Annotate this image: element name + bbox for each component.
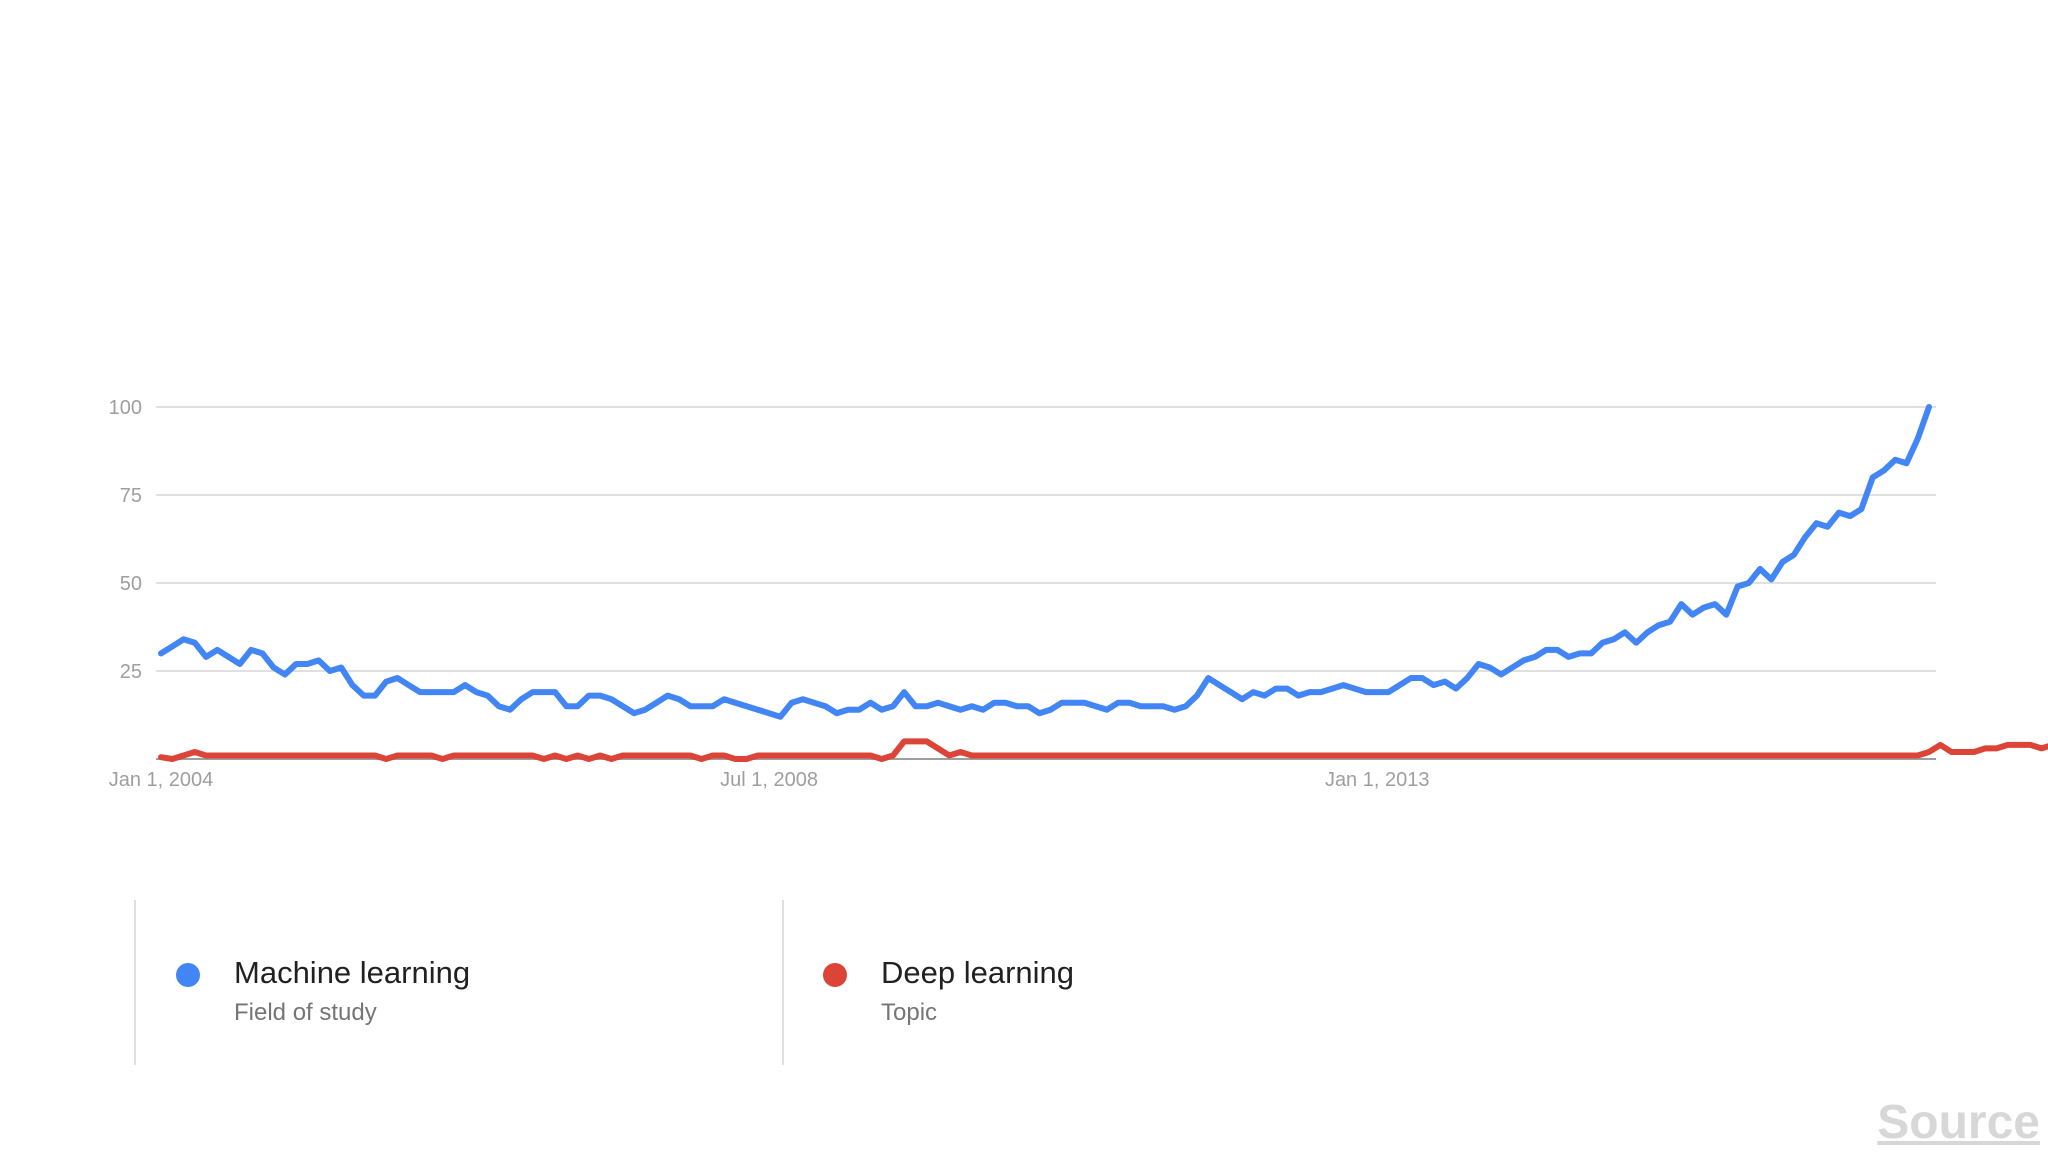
x-tick-label: Jul 1, 2008 [720, 769, 818, 791]
legend-series-name: Deep learning [881, 955, 1075, 990]
legend-dot-deep-learning [823, 963, 847, 987]
legend-series-name: Machine learning [234, 955, 471, 990]
x-tick-label: Jan 1, 2013 [1325, 769, 1430, 791]
series-line-machine-learning [158, 404, 1932, 720]
legend-series-subtitle: Topic [881, 999, 938, 1026]
legend-divider [782, 900, 784, 1065]
source-link[interactable]: Source [1877, 1096, 2040, 1149]
legend-series-subtitle: Field of study [234, 999, 377, 1026]
y-tick-label: 25 [120, 661, 142, 683]
y-tick-label: 50 [120, 573, 142, 595]
y-tick-label: 75 [120, 485, 142, 507]
legend-dot-machine-learning [176, 963, 200, 987]
trend-chart: 100 75 50 25 Jan 1, 2004 Jul 1, 2008 Jan 1, 20… [109, 397, 2048, 791]
line-chart: 100 75 50 25 Jan 1, 2004 Jul 1, 2008 Jan 1, 20… [109, 397, 2048, 791]
legend-divider [134, 900, 136, 1065]
x-tick-label: Jan 1, 2004 [109, 769, 214, 791]
y-tick-label: 100 [109, 397, 142, 419]
series-line-deep-learning [158, 738, 2048, 762]
